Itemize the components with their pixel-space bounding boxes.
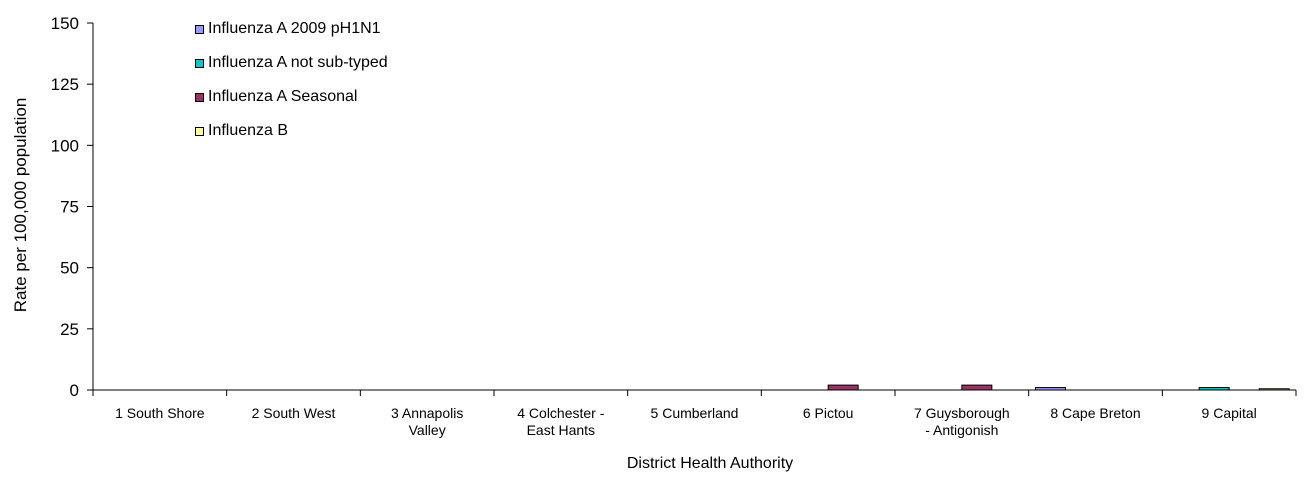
bar (1258, 388, 1290, 391)
legend-swatch (195, 126, 204, 136)
x-tick-label: 9 Capital (1202, 405, 1257, 421)
legend-swatch (195, 24, 204, 34)
bar (827, 384, 859, 391)
plot-area: 0 25 50 75 100 125 150 1 South Shore 2 South Wes… (51, 14, 1297, 438)
legend-swatch (195, 92, 204, 102)
legend-label: Influenza A Seasonal (208, 88, 358, 105)
legend-item-seasonal: Influenza A Seasonal (195, 80, 388, 114)
x-tick-label: 6 Pictou (803, 405, 854, 421)
bar (1198, 387, 1230, 391)
y-tick-label: 0 (70, 381, 79, 400)
legend-item-pH1N1: Influenza A 2009 pH1N1 (195, 12, 388, 46)
y-tick-label: 100 (51, 136, 79, 155)
legend-label: Influenza B (208, 122, 289, 139)
y-tick-label: 50 (60, 259, 79, 278)
y-tick-label: 150 (51, 14, 79, 33)
legend: Influenza A 2009 pH1N1 Influenza A not s… (195, 12, 388, 148)
y-tick-label: 125 (51, 75, 79, 94)
y-tick-label: 25 (60, 320, 79, 339)
x-axis-title: District Health Authority (627, 455, 793, 472)
x-tick-label: 4 Colchester -East Hants (517, 405, 604, 438)
legend-item-influenza-b: Influenza B (195, 114, 388, 148)
bar (1035, 387, 1066, 391)
x-tick-label: 1 South Shore (115, 405, 205, 421)
x-tick-label: 5 Cumberland (651, 405, 739, 421)
legend-label: Influenza A 2009 pH1N1 (208, 20, 381, 37)
y-tick-label: 75 (60, 198, 79, 217)
bar (961, 384, 993, 391)
x-tick-label: 7 Guysborough - Antigonish (914, 405, 1010, 438)
legend-item-not-subtyped: Influenza A not sub-typed (195, 46, 388, 80)
x-tick-label: 3 Annapolis Valley (391, 405, 463, 438)
y-axis-title: Rate per 100,000 population (11, 98, 30, 313)
x-tick-label: 2 South West (252, 405, 336, 421)
legend-label: Influenza A not sub-typed (208, 54, 388, 71)
x-tick-label: 8 Cape Breton (1050, 405, 1140, 421)
legend-swatch (195, 58, 204, 68)
